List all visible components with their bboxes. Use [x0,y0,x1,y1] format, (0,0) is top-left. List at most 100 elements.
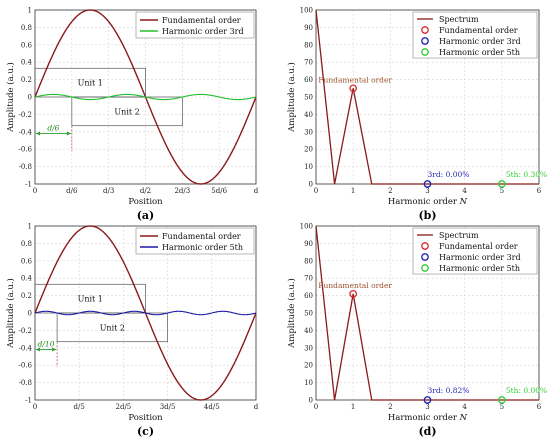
y-tick-label: 70 [304,275,313,283]
legend-label: Harmonic order 5th [439,48,520,57]
y-axis-label: Amplitude (a.u.) [286,278,297,349]
panel-a: 0 d/6 d/3 d/2 2d/3 5d/6 d -1 -0.8 -0.6 -0.4 -0.2 0 0.… [5,7,259,223]
unit-label: Unit 2 [100,323,125,332]
x-tick-label: 3 [425,403,429,411]
spectrum-line [315,225,539,401]
legend-label: Harmonic order 3rd [439,253,521,262]
x-tick-label: 5d/6 [211,187,227,195]
y-tick-label: 30 [304,128,313,136]
harmonic-marker [349,290,358,298]
annotation: Fundamental order [318,281,392,290]
legend-label: Fundamental order [162,232,241,241]
x-tick-label: 0 [314,403,318,411]
legend-box [412,11,538,59]
annotation: 3rd: 0.82% [428,386,470,395]
x-tick-label: d [254,403,259,411]
annotation: 3rd: 0.00% [428,170,470,179]
y-tick-label: 90 [304,240,313,248]
x-tick-label: 4 [462,403,467,411]
y-tick-label: 0 [28,94,32,102]
x-tick-label: d/5 [74,403,85,411]
unit-label: Unit 2 [114,107,139,116]
x-axis-label: Position [128,413,163,423]
y-tick-label: 30 [304,344,313,352]
y-axis-label: Amplitude (a.u.) [5,278,16,349]
y-tick-label: 0.6 [21,41,33,49]
x-tick-label: 2d/3 [174,187,190,195]
x-axis-label: Harmonic order N [388,413,468,423]
legend-swatch [421,253,429,261]
y-tick-label: 1 [28,7,32,15]
y-tick-label: -0.2 [19,111,33,119]
y-tick-label: 0.4 [21,275,33,283]
x-tick-label: 4d/5 [204,403,220,411]
x-tick-label: d/3 [103,187,114,195]
y-tick-label: -0.4 [19,344,33,352]
y-tick-label: 40 [304,111,313,119]
harmonic-marker [497,396,506,404]
y-tick-label: 0.8 [21,24,32,32]
y-tick-label: 60 [304,292,313,300]
legend-label: Fundamental order [439,242,518,251]
legend-swatch [421,26,429,34]
harmonic-marker [423,396,432,404]
x-tick-label: 2d/5 [116,403,132,411]
unit-label: Unit 1 [78,295,103,304]
y-axis-label: Amplitude (a.u.) [5,62,16,133]
legend-label: Fundamental order [162,16,241,25]
x-tick-label: 3d/5 [160,403,176,411]
y-tick-label: 0 [28,310,32,318]
y-tick-label: 50 [304,310,313,318]
x-tick-label: d [254,187,259,195]
offset-arrowheads [36,131,71,136]
x-tick-label: 1 [351,403,355,411]
harmonic-marker [423,180,432,188]
y-tick-label: -0.2 [19,327,33,335]
x-tick-label: 0 [314,187,318,195]
legend-box [135,227,255,255]
y-tick-label: 20 [304,362,313,370]
y-tick-label: 60 [304,76,313,84]
y-tick-label: -0.4 [19,128,33,136]
legend-swatch [421,242,429,250]
series-line [34,93,257,101]
unit-box [56,312,168,343]
y-tick-label: 0 [309,181,313,189]
y-tick-label: -1 [25,397,32,405]
x-tick-label: 1 [351,187,355,195]
x-axis-label: Harmonic order N [388,197,468,207]
legend-label: Fundamental order [439,26,518,35]
y-tick-label: 40 [304,327,313,335]
panel-label: (b) [418,209,436,222]
y-tick-label: 0.8 [21,240,32,248]
legend-label: Harmonic order 3rd [162,27,244,36]
x-axis-label-text: Harmonic order [388,413,460,423]
offset-label: d/10 [38,340,55,349]
x-axis-label-var: N [459,197,468,207]
y-tick-label: 0.4 [21,59,33,67]
y-tick-label: 80 [304,257,313,265]
x-tick-label: 5 [500,187,504,195]
y-tick-label: 80 [304,41,313,49]
x-axis-label: Position [128,197,163,207]
legend-label: Harmonic order 5th [162,243,243,252]
annotation: 5th: 0.30% [506,170,547,179]
y-tick-label: -0.6 [19,146,33,154]
y-tick-label: 20 [304,146,313,154]
legend-box [412,227,538,275]
legend-label: Harmonic order 5th [439,264,520,273]
x-tick-label: 4 [462,187,467,195]
annotation: Fundamental order [318,75,392,84]
panel-label: (d) [418,425,436,438]
y-tick-label: -0.6 [19,362,33,370]
x-tick-label: 6 [537,403,542,411]
y-axis-label: Amplitude (a.u.) [286,62,297,133]
y-tick-label: 70 [304,59,313,67]
x-tick-label: 3 [425,187,429,195]
legend-swatch [421,48,429,56]
x-tick-label: 5 [500,403,504,411]
legend-label: Harmonic order 3rd [439,37,521,46]
